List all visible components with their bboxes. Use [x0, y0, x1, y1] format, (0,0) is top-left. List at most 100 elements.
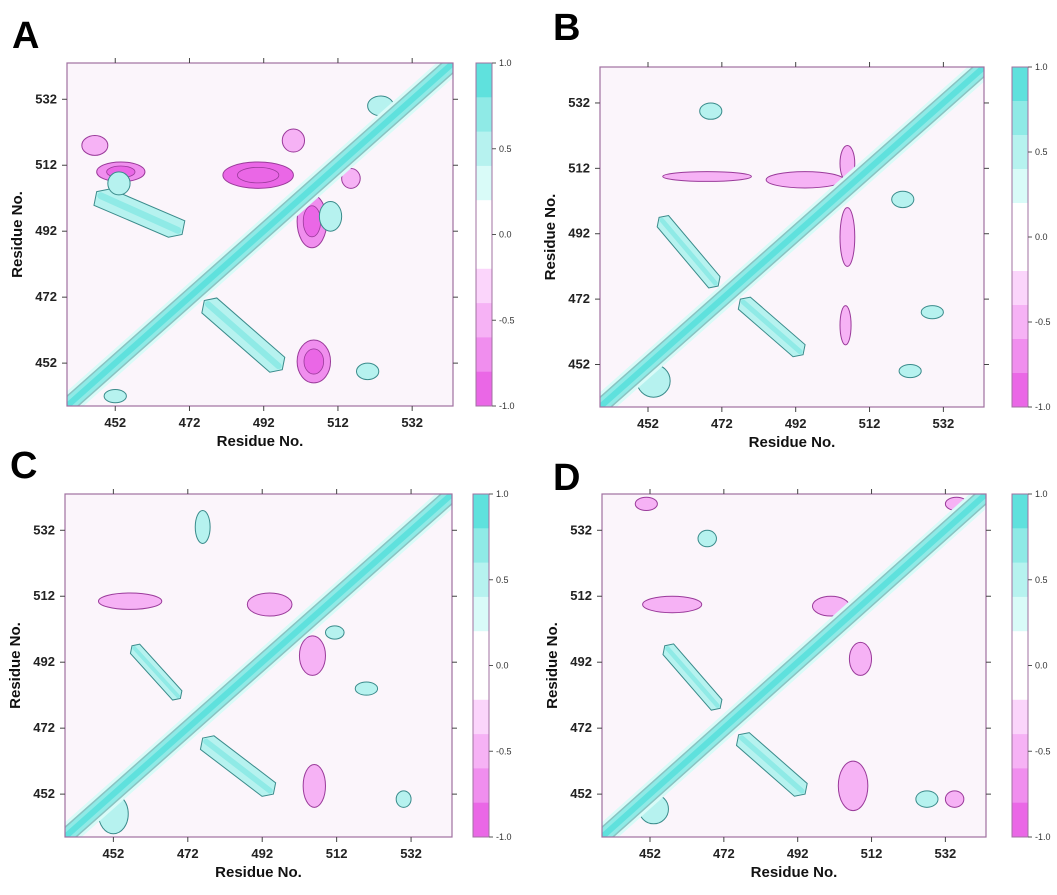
colorbar-tick-label: -0.5	[1035, 317, 1051, 327]
colorbar-tick-label: -0.5	[499, 315, 515, 325]
y-tick-label: 452	[570, 786, 592, 801]
colorbar-band	[473, 665, 489, 701]
plot-content	[65, 494, 452, 837]
correlation-region	[246, 592, 293, 617]
correlation-region	[848, 641, 873, 676]
y-tick-label: 532	[570, 522, 592, 537]
correlation-region	[107, 171, 131, 196]
colorbar-band	[476, 63, 492, 98]
x-tick-label: 452	[639, 846, 661, 861]
colorbar-band	[1012, 802, 1028, 838]
correlation-region	[81, 135, 109, 156]
y-axis-title: Residue No.	[544, 622, 561, 709]
x-tick-label: 492	[787, 846, 809, 861]
colorbar-band	[473, 562, 489, 598]
plot-content	[600, 67, 984, 407]
x-tick-label: 532	[935, 846, 957, 861]
colorbar-band	[473, 596, 489, 632]
y-tick-label: 512	[568, 160, 590, 175]
correlation-region	[395, 790, 412, 808]
correlation-region	[662, 171, 752, 182]
correlation-region-core	[132, 646, 180, 699]
colorbar-band	[476, 337, 492, 373]
colorbar-band	[1012, 596, 1028, 632]
correlation-region	[298, 635, 326, 676]
x-axis-title: Residue No.	[749, 434, 836, 451]
correlation-region-core	[665, 646, 720, 708]
correlation-region	[699, 102, 723, 120]
panel-letter: C	[10, 445, 37, 487]
correlation-region	[920, 305, 944, 320]
x-tick-label: 512	[859, 416, 881, 431]
panel-letter: D	[553, 457, 580, 499]
colorbar-tick-label: 0.0	[1035, 661, 1048, 671]
correlation-region	[194, 509, 211, 544]
colorbar-band	[1012, 528, 1028, 564]
colorbar-tick-label: -1.0	[496, 832, 512, 842]
plot-frame	[601, 493, 987, 838]
correlation-region	[891, 190, 915, 209]
x-tick-label: 472	[179, 415, 201, 430]
correlation-region-core	[302, 205, 322, 238]
correlation-region	[944, 790, 965, 808]
y-tick-label: 472	[570, 720, 592, 735]
colorbar-band	[473, 631, 489, 666]
correlation-region-core	[739, 735, 805, 794]
correlation-region-core	[97, 192, 182, 234]
y-tick-label: 492	[568, 226, 590, 241]
x-axis-title: Residue No.	[217, 433, 304, 450]
y-tick-label: 512	[570, 588, 592, 603]
x-tick-label: 492	[253, 415, 275, 430]
colorbar-tick-label: 1.0	[499, 58, 512, 68]
colorbar-band	[476, 200, 492, 235]
correlation-region-core	[237, 166, 280, 184]
correlation-region-core	[203, 738, 273, 794]
y-tick-label: 472	[568, 291, 590, 306]
correlation-region-core	[659, 217, 718, 286]
x-tick-label: 532	[933, 416, 955, 431]
y-tick-label: 492	[33, 654, 55, 669]
y-tick-label: 492	[570, 654, 592, 669]
panel-c: C 452 472 492 512 532 452 472 492 512 532 Residue N…	[7, 445, 512, 881]
colorbar-band	[476, 97, 492, 133]
x-tick-label: 452	[104, 415, 126, 430]
colorbar: 1.0 0.5 0.0 -0.5 -1.0	[475, 58, 515, 411]
colorbar-band	[473, 494, 489, 529]
x-tick-label: 472	[177, 846, 199, 861]
plot-content	[602, 494, 986, 837]
y-tick-label: 512	[35, 157, 57, 172]
colorbar-band	[476, 234, 492, 270]
colorbar-band	[476, 371, 492, 407]
panel-letter: A	[12, 15, 39, 57]
colorbar-band	[476, 268, 492, 304]
x-tick-label: 492	[785, 416, 807, 431]
y-tick-label: 452	[35, 355, 57, 370]
correlation-region	[103, 389, 127, 404]
plot-frame	[64, 493, 453, 838]
x-tick-label: 472	[713, 846, 735, 861]
colorbar-tick-label: 0.0	[499, 230, 512, 240]
colorbar-band	[1012, 494, 1028, 529]
x-tick-label: 512	[861, 846, 883, 861]
panel-a: A 452 472 492 512 532 452 472 492 512 532 Residue N…	[9, 15, 515, 450]
plot-frame	[599, 66, 985, 408]
correlation-region	[765, 171, 845, 189]
colorbar-band	[1012, 631, 1028, 666]
correlation-region	[898, 364, 922, 379]
colorbar-band	[1012, 305, 1028, 340]
x-tick-label: 532	[401, 415, 423, 430]
correlation-region-core	[740, 299, 803, 355]
x-tick-label: 512	[326, 846, 348, 861]
y-axis-title: Residue No.	[9, 191, 26, 278]
colorbar-band	[1012, 699, 1028, 735]
correlation-region	[839, 305, 852, 346]
plot-content	[67, 63, 453, 406]
correlation-region	[642, 595, 703, 614]
colorbar-band	[1012, 271, 1028, 306]
x-tick-label: 512	[327, 415, 349, 430]
correlation-region-core	[204, 301, 282, 370]
colorbar-band	[476, 303, 492, 338]
correlation-region	[839, 207, 856, 267]
correlation-region	[341, 168, 361, 189]
y-tick-label: 532	[33, 522, 55, 537]
